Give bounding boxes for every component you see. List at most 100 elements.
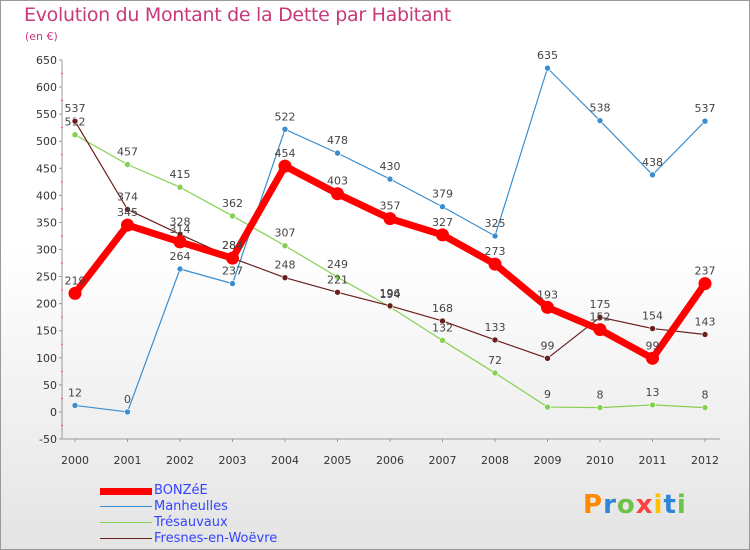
data-label-tresauvaux: 8	[702, 389, 709, 402]
y-minor-tick	[61, 208, 63, 210]
data-label-fresnes-en-woevre: 248	[275, 259, 296, 272]
y-minor-tick	[61, 235, 63, 237]
legend-swatch-fresnes-en-woevre	[100, 538, 152, 539]
legend-swatch-manheulles	[100, 506, 152, 507]
data-label-tresauvaux: 415	[170, 168, 191, 181]
chart-unit-label: (en €)	[25, 30, 58, 43]
y-minor-tick	[61, 154, 63, 156]
y-minor-tick	[61, 181, 63, 183]
data-label-bonzee: 273	[485, 245, 506, 258]
y-tick-label: 500	[36, 135, 57, 148]
data-point-fresnes-en-woevre	[544, 355, 551, 362]
data-point-fresnes-en-woevre	[281, 274, 289, 281]
data-label-fresnes-en-woevre: 221	[327, 273, 348, 286]
data-point-bonzee	[593, 323, 607, 337]
data-point-fresnes-en-woevre	[71, 117, 79, 125]
legend-label-fresnes-en-woevre: Fresnes-en-Woëvre	[154, 531, 278, 546]
data-point-manheulles	[439, 203, 446, 211]
x-tick-label: 2008	[481, 454, 509, 467]
data-point-fresnes-en-woevre	[596, 313, 604, 321]
y-axis: 650600550500450400350300250200150100500-…	[36, 54, 63, 446]
data-point-fresnes-en-woevre	[649, 325, 656, 332]
data-label-fresnes-en-woevre: 328	[170, 215, 191, 228]
legend-swatch-tresauvaux	[100, 522, 152, 523]
data-point-manheulles	[334, 149, 341, 157]
data-point-tresauvaux	[229, 212, 236, 220]
data-label-bonzee: 357	[380, 200, 401, 213]
data-label-fresnes-en-woevre: 133	[485, 321, 506, 334]
x-tick-label: 2012	[691, 454, 719, 467]
y-tick-label: 100	[36, 352, 57, 365]
data-label-tresauvaux: 132	[432, 321, 453, 334]
data-point-manheulles	[386, 175, 394, 183]
data-point-bonzee	[541, 300, 554, 314]
legend-swatch-bonzee	[100, 488, 152, 495]
data-label-bonzee: 237	[695, 265, 716, 278]
data-point-bonzee	[121, 218, 134, 232]
y-tick-label: 600	[36, 81, 57, 94]
data-label-fresnes-en-woevre: 99	[541, 339, 555, 352]
data-label-manheulles: 537	[695, 102, 716, 115]
data-point-tresauvaux	[439, 337, 446, 344]
y-minor-tick	[61, 343, 63, 345]
data-label-manheulles: 12	[68, 386, 82, 399]
y-minor-tick	[61, 73, 63, 75]
data-point-fresnes-en-woevre	[439, 317, 446, 325]
data-point-tresauvaux	[544, 403, 551, 411]
data-label-tresauvaux: 9	[544, 388, 551, 401]
data-label-manheulles: 379	[432, 188, 453, 201]
data-point-tresauvaux	[281, 242, 289, 250]
data-label-bonzee: 327	[432, 216, 453, 229]
x-tick-label: 2006	[376, 454, 404, 467]
y-tick-label: 0	[50, 406, 57, 419]
y-tick-label: 50	[43, 379, 57, 392]
y-tick-label: -50	[39, 433, 57, 446]
data-point-manheulles	[71, 402, 79, 409]
data-label-tresauvaux: 362	[222, 197, 243, 210]
data-point-fresnes-en-woevre	[386, 302, 394, 310]
data-point-manheulles	[596, 117, 604, 124]
data-point-bonzee	[436, 228, 449, 242]
data-label-tresauvaux: 8	[597, 389, 604, 402]
x-tick-label: 2005	[324, 454, 352, 467]
data-point-bonzee	[383, 212, 397, 226]
legend-label-bonzee: BONZéE	[154, 483, 208, 498]
y-minor-tick	[61, 424, 63, 426]
data-point-tresauvaux	[334, 273, 341, 281]
data-point-bonzee	[226, 251, 239, 265]
data-point-fresnes-en-woevre	[491, 336, 499, 344]
x-axis: 2000 2001 2002 2003 2004 2005 2006 2007 2008 2009…	[61, 438, 720, 467]
legend-label-manheulles: Manheulles	[154, 499, 228, 514]
series-manheulles: 12 0 264 237 522 478 430 379 325 635 538 438 537	[68, 49, 716, 416]
data-point-bonzee	[331, 187, 344, 201]
y-minor-tick	[61, 100, 63, 102]
x-tick-label: 2007	[429, 454, 457, 467]
data-label-bonzee: 99	[646, 339, 660, 352]
data-label-manheulles: 522	[275, 110, 296, 123]
data-label-fresnes-en-woevre: 175	[590, 298, 611, 311]
data-label-tresauvaux: 249	[327, 258, 348, 271]
data-label-fresnes-en-woevre: 537	[65, 102, 86, 115]
data-point-tresauvaux	[701, 404, 709, 411]
x-tick-label: 2003	[219, 454, 247, 467]
proxiti-logo: Proxiti	[583, 490, 687, 520]
data-point-bonzee	[698, 277, 712, 291]
data-point-fresnes-en-woevre	[334, 288, 341, 296]
data-label-tresauvaux: 13	[646, 386, 660, 399]
data-label-bonzee: 454	[275, 147, 296, 160]
chart-title: Evolution du Montant de la Dette par Hab…	[24, 4, 452, 26]
x-tick-label: 2011	[639, 454, 667, 467]
data-point-manheulles	[281, 126, 289, 133]
data-point-fresnes-en-woevre	[701, 331, 709, 338]
y-tick-label: 200	[36, 298, 57, 311]
data-point-tresauvaux	[124, 161, 131, 168]
data-point-manheulles	[544, 64, 551, 72]
data-label-fresnes-en-woevre: 168	[432, 302, 453, 315]
data-point-fresnes-en-woevre	[124, 206, 131, 213]
data-point-tresauvaux	[596, 404, 604, 411]
data-point-tresauvaux	[649, 401, 656, 409]
y-tick-label: 250	[36, 271, 57, 284]
data-label-tresauvaux: 457	[117, 145, 138, 158]
